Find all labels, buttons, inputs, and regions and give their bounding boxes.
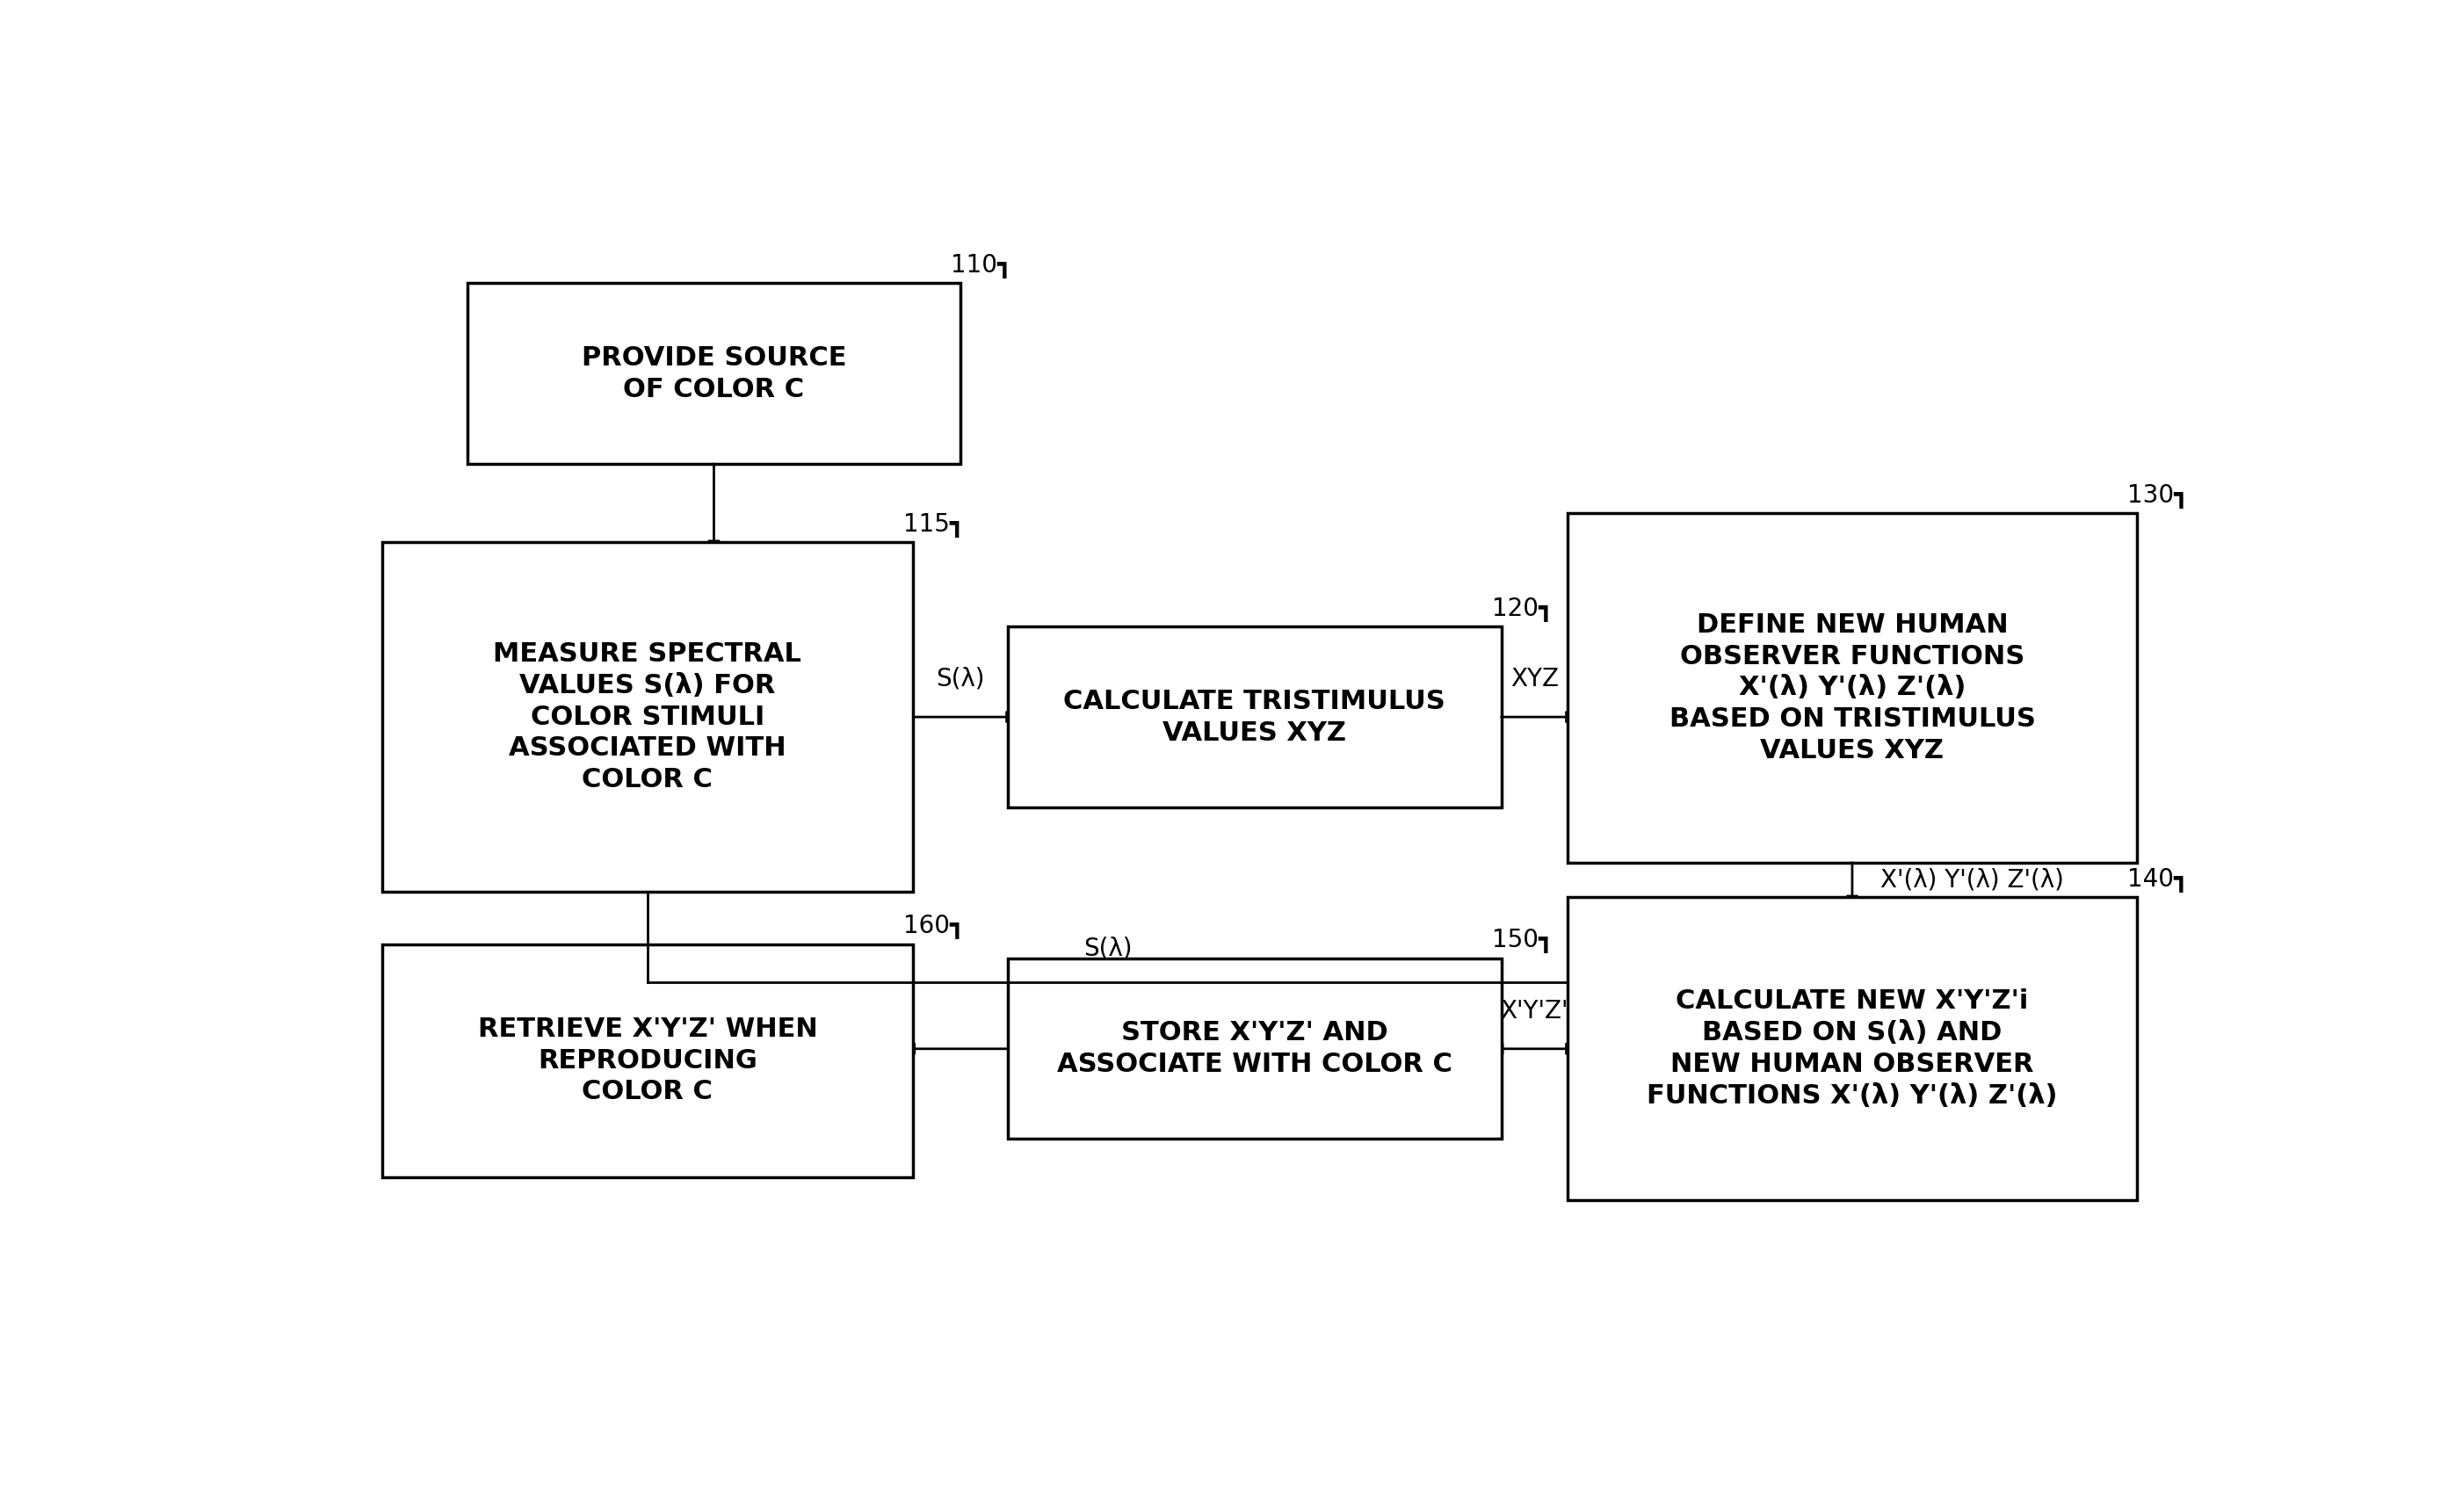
Bar (382, 943, 913, 1176)
Text: 150┓: 150┓ (1491, 928, 1552, 953)
Text: 130┓: 130┓ (2127, 482, 2189, 508)
Text: S(λ): S(λ) (935, 667, 984, 691)
Text: PROVIDE SOURCE
OF COLOR C: PROVIDE SOURCE OF COLOR C (583, 345, 847, 402)
Bar (1567, 898, 2137, 1201)
Bar (1009, 627, 1501, 807)
Text: RETRIEVE X'Y'Z' WHEN
REPRODUCING
COLOR C: RETRIEVE X'Y'Z' WHEN REPRODUCING COLOR C (477, 1016, 818, 1105)
Text: CALCULATE TRISTIMULUS
VALUES XYZ: CALCULATE TRISTIMULUS VALUES XYZ (1062, 688, 1447, 745)
Bar (468, 283, 960, 464)
Bar (1009, 959, 1501, 1139)
Text: 115┓: 115┓ (903, 513, 965, 537)
Text: 140┓: 140┓ (2127, 866, 2189, 892)
Text: DEFINE NEW HUMAN
OBSERVER FUNCTIONS
X'(λ) Y'(λ) Z'(λ)
BASED ON TRISTIMULUS
VALUE: DEFINE NEW HUMAN OBSERVER FUNCTIONS X'(λ… (1670, 612, 2034, 764)
Text: CALCULATE NEW X'Y'Z'i
BASED ON S(λ) AND
NEW HUMAN OBSERVER
FUNCTIONS X'(λ) Y'(λ): CALCULATE NEW X'Y'Z'i BASED ON S(λ) AND … (1648, 989, 2059, 1108)
Text: MEASURE SPECTRAL
VALUES S(λ) FOR
COLOR STIMULI
ASSOCIATED WITH
COLOR C: MEASURE SPECTRAL VALUES S(λ) FOR COLOR S… (494, 641, 800, 792)
Text: S(λ): S(λ) (1082, 936, 1131, 962)
Bar (1567, 513, 2137, 862)
Text: X'(λ) Y'(λ) Z'(λ): X'(λ) Y'(λ) Z'(λ) (1880, 868, 2064, 892)
Text: 160┓: 160┓ (903, 913, 965, 937)
Text: STORE X'Y'Z' AND
ASSOCIATE WITH COLOR C: STORE X'Y'Z' AND ASSOCIATE WITH COLOR C (1058, 1021, 1452, 1078)
Text: XYZ: XYZ (1510, 667, 1559, 691)
Text: X'Y'Z': X'Y'Z' (1501, 998, 1569, 1024)
Text: 110┓: 110┓ (950, 253, 1013, 278)
Text: 120┓: 120┓ (1491, 596, 1552, 621)
Bar (382, 543, 913, 892)
